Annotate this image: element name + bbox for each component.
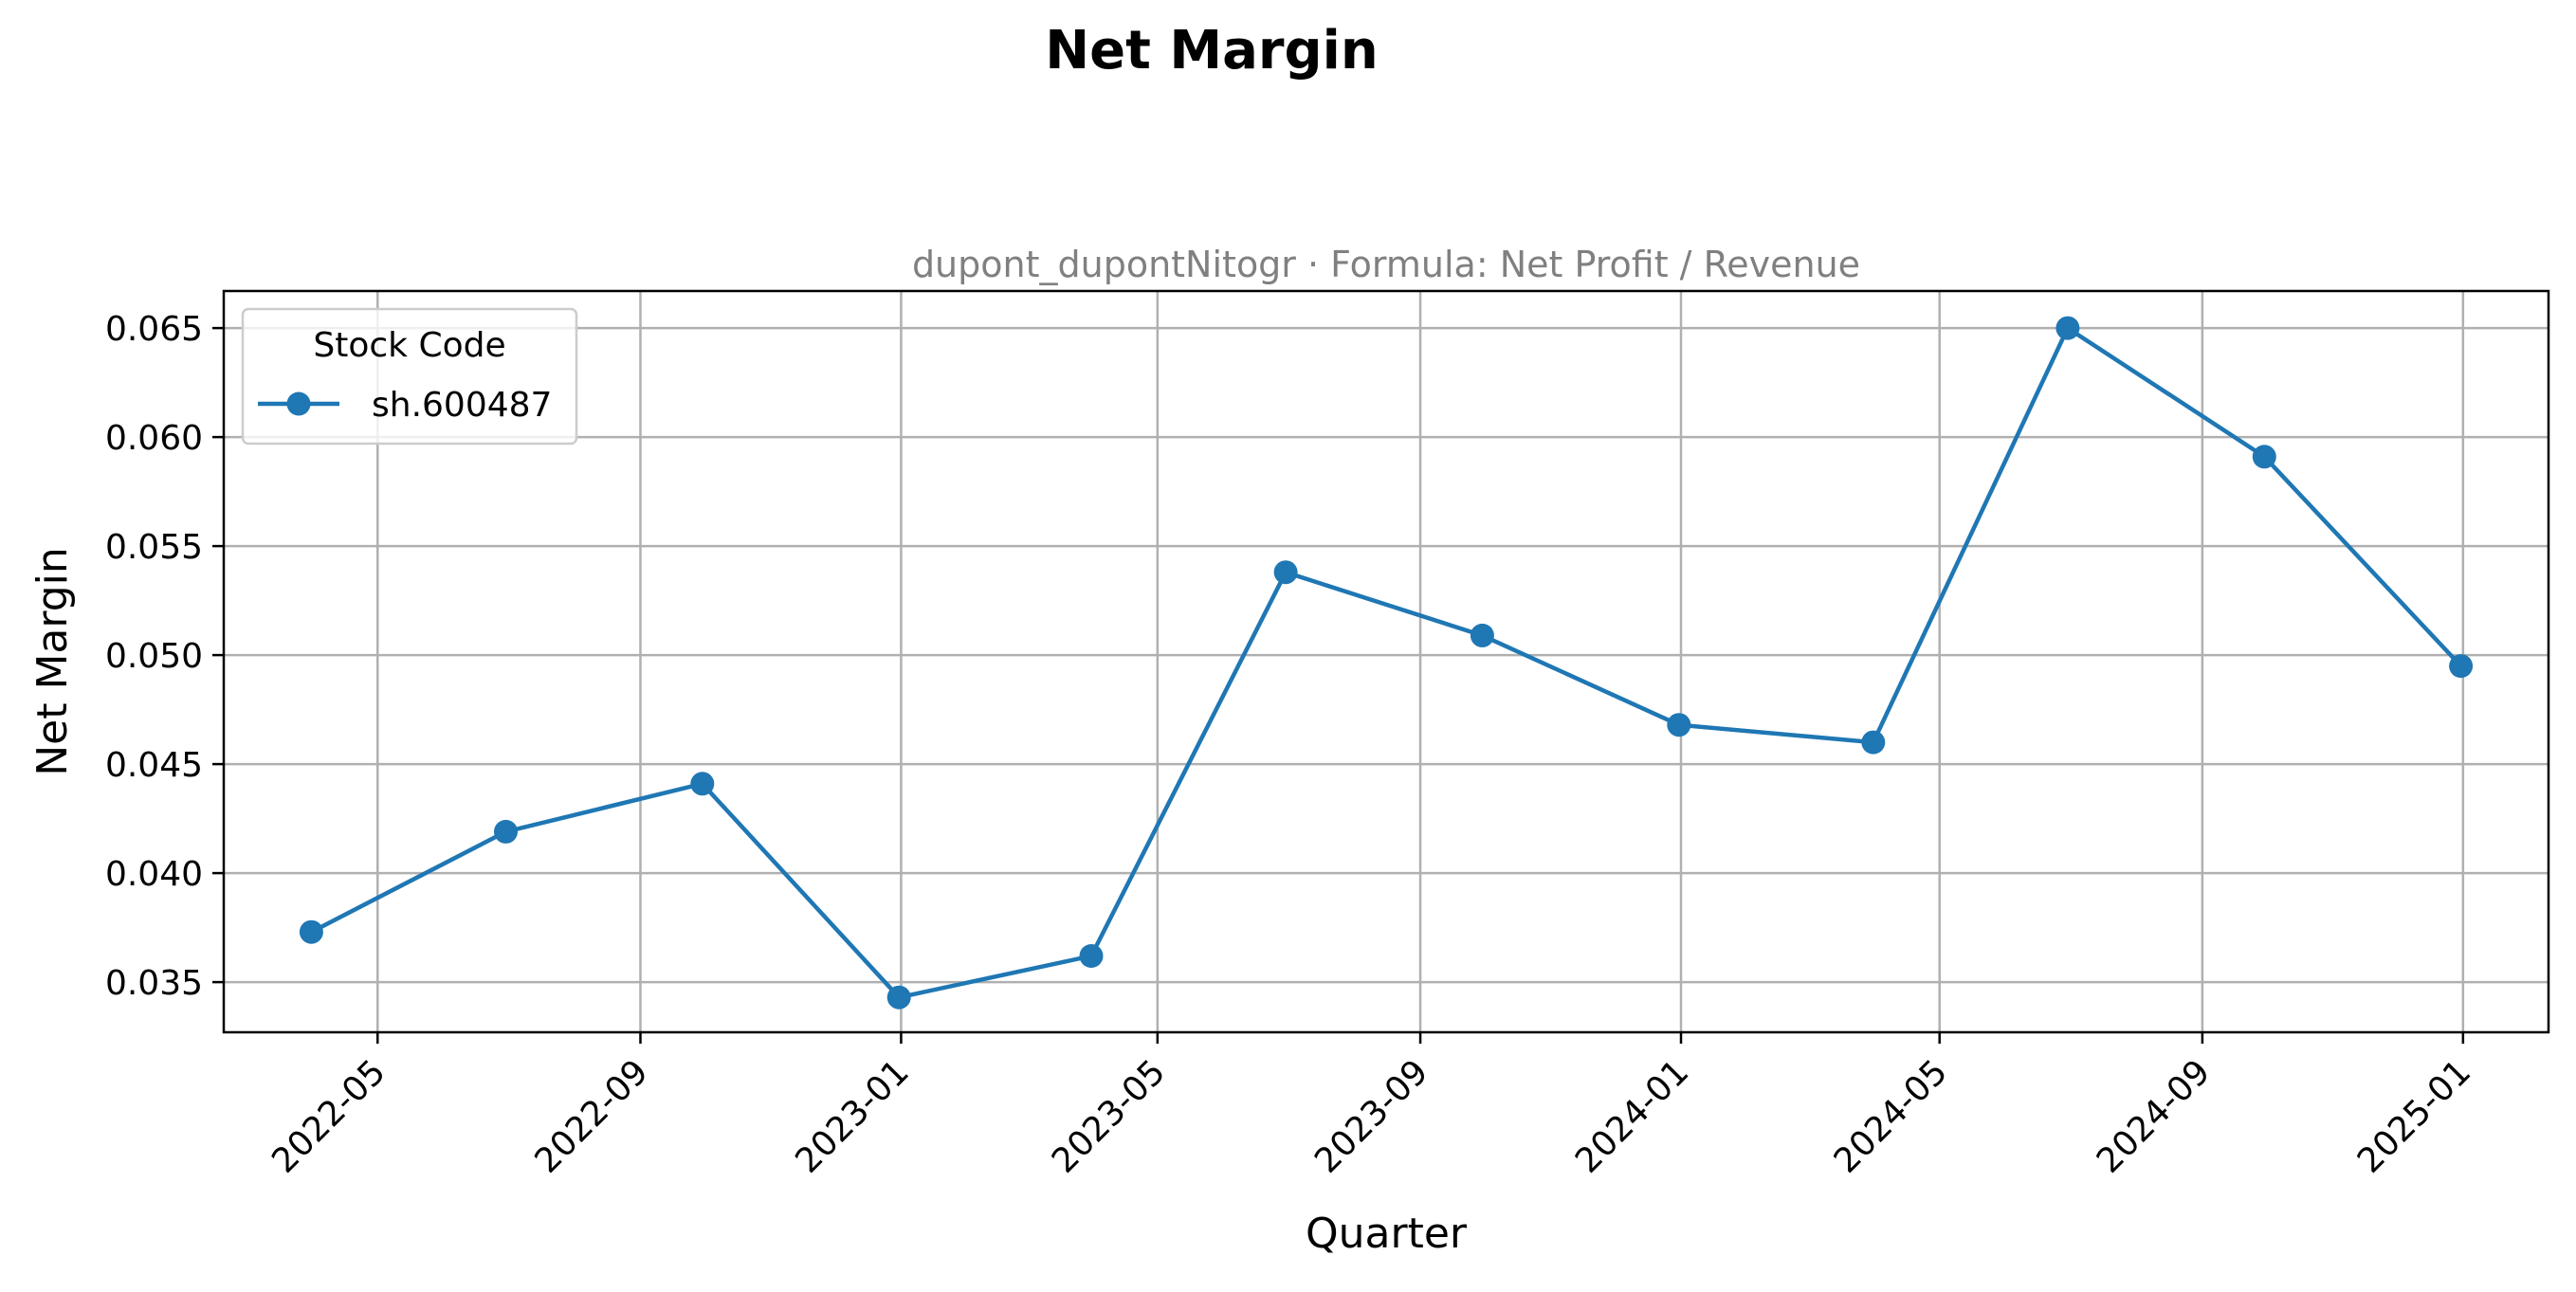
grid-lines [224,291,2549,1032]
data-point [1273,560,1298,585]
y-tick-label: 0.040 [105,855,203,894]
data-point [1861,730,1886,755]
x-tick-label: 2024-09 [2090,1052,2218,1180]
data-point [1079,944,1104,968]
chart-subtitle: dupont_dupontNitogr · Formula: Net Profi… [912,244,1860,285]
x-tick-label: 2022-09 [527,1052,655,1180]
x-axis: 2022-05 2022-09 2023-01 2023-05 2023-09 2024-… [265,1032,2478,1181]
x-tick-label: 2023-05 [1045,1052,1173,1180]
data-point [299,919,323,944]
data-point [1667,713,1691,737]
data-point [690,772,715,796]
data-point [494,819,518,844]
y-tick-label: 0.050 [105,637,203,676]
y-tick-label: 0.065 [105,310,203,349]
legend-title: Stock Code [313,326,505,365]
series-layer [299,316,2474,1010]
y-axis-label: Net Margin [28,547,77,776]
chart-title: Net Margin [1045,20,1378,82]
x-axis-label: Quarter [1306,1210,1468,1258]
data-point [886,985,911,1010]
x-tick-label: 2025-01 [2350,1052,2478,1180]
y-axis: 0.035 0.040 0.045 0.050 0.055 0.060 0.065 [105,310,224,1003]
x-tick-label: 2022-05 [265,1052,393,1180]
y-tick-label: 0.045 [105,746,203,785]
legend-frame [241,307,578,446]
data-point [2449,654,2474,679]
x-tick-label: 2024-05 [1827,1052,1955,1180]
data-point [2252,445,2276,469]
y-tick-label: 0.035 [105,964,203,1003]
plot-frame [222,289,2550,1034]
data-point [1470,623,1494,647]
y-tick-label: 0.060 [105,419,203,458]
legend-marker-sample [286,391,311,416]
data-point [2055,316,2080,340]
x-tick-label: 2024-01 [1568,1052,1696,1180]
series-line [310,325,2463,1000]
legend-entry-label: sh.600487 [372,386,552,425]
x-tick-label: 2023-01 [788,1052,916,1180]
y-tick-label: 0.055 [105,528,203,567]
legend: Stock Code sh.600487 [241,307,578,446]
x-tick-label: 2023-09 [1307,1052,1435,1180]
